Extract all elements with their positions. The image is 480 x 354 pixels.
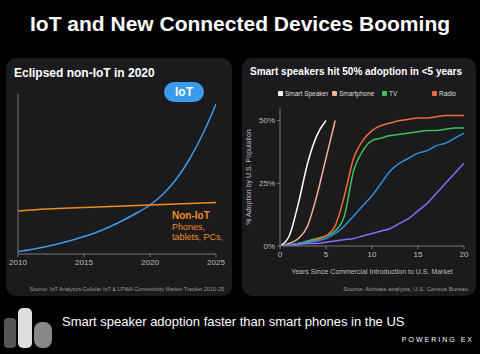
- svg-text:2025: 2025: [207, 258, 225, 267]
- svg-text:2020: 2020: [141, 258, 159, 267]
- html-text:Eclipsed non-IoT in 2020: Eclipsed non-IoT in 2020: [14, 66, 155, 80]
- svg-text:10: 10: [368, 250, 377, 259]
- svg-text:50%: 50%: [259, 116, 275, 125]
- html-text:Non-IoT: Non-IoT: [172, 210, 210, 221]
- svg-text:% Adoption by U.S. Population: % Adoption by U.S. Population: [245, 129, 253, 224]
- svg-text:0: 0: [278, 250, 283, 259]
- html-text:POWERING EX: POWERING EX: [401, 336, 474, 343]
- svg-text:5: 5: [324, 250, 329, 259]
- html-text:IoT and New Connected Devices: IoT and New Connected Devices Booming: [30, 12, 450, 35]
- svg-text:Years Since Commercial Introdu: Years Since Commercial Introduction to U…: [291, 268, 453, 274]
- html-text:IoT: IoT: [175, 85, 193, 99]
- svg-text:25%: 25%: [259, 179, 275, 188]
- html-text:Smart speakers hit 50% adoptio: Smart speakers hit 50% adoption in <5 ye…: [250, 66, 462, 77]
- html-text:Smart Speaker: Smart Speaker: [285, 90, 329, 97]
- svg-text:2010: 2010: [9, 258, 27, 267]
- svg-text:0%: 0%: [263, 242, 275, 251]
- svg-text:20: 20: [460, 250, 469, 259]
- svg-text:2015: 2015: [75, 258, 93, 267]
- svg-text:15: 15: [414, 250, 423, 259]
- html-text:Source: Activate analysis, U.S: Source: Activate analysis, U.S. Census B…: [343, 286, 468, 292]
- html-text:Phones, tablets, PCs,: Phones, tablets, PCs,: [172, 222, 223, 242]
- html-text:Smartphone: Smartphone: [339, 90, 375, 97]
- html-text:Radio: Radio: [439, 90, 456, 97]
- html-text:Source: IoT Analytics-Cellular: Source: IoT Analytics-Cellular IoT & LPW…: [29, 286, 224, 292]
- html-text:Smart speaker adoption faster: Smart speaker adoption faster than smart…: [62, 314, 405, 329]
- html-text:TV: TV: [389, 90, 398, 97]
